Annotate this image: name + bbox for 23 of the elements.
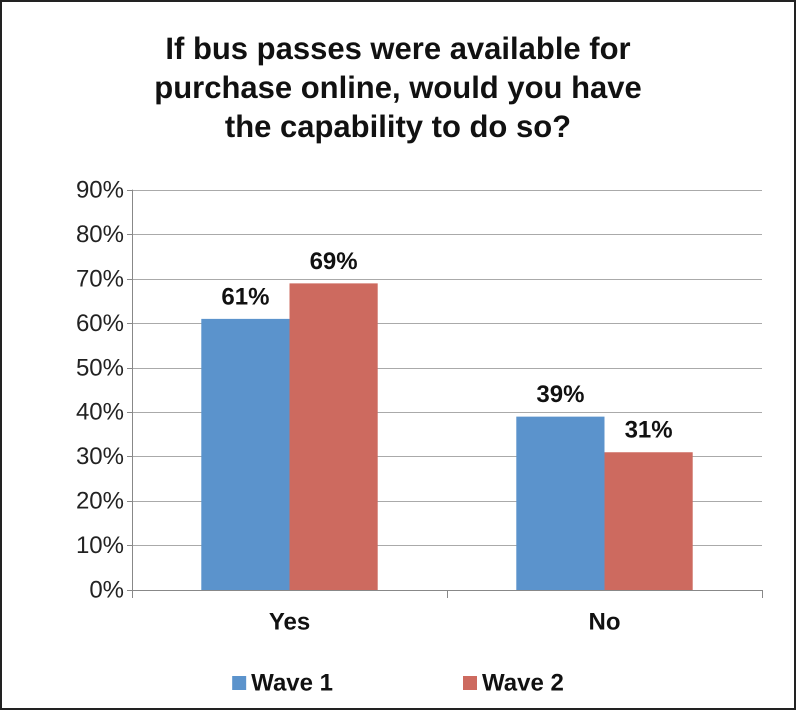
y-tick-label: 70% <box>76 265 124 292</box>
y-tick-label: 10% <box>76 532 124 560</box>
y-tick-label: 30% <box>76 443 124 470</box>
y-tick-label: 60% <box>76 310 124 337</box>
legend-label: Wave 2 <box>482 670 564 696</box>
x-tick-label: Yes <box>268 608 310 636</box>
y-tick-label: 80% <box>76 220 124 248</box>
y-tick-label: 50% <box>76 354 124 382</box>
bar <box>201 318 290 590</box>
legend-label: Wave 1 <box>251 670 334 696</box>
x-tick-label: No <box>588 608 620 636</box>
y-tick-label: 0% <box>89 576 124 604</box>
bar <box>604 452 693 590</box>
y-tick-label: 20% <box>76 488 124 515</box>
bar <box>290 283 378 590</box>
data-label: 69% <box>310 248 358 275</box>
data-label: 31% <box>624 416 673 444</box>
y-tick-label: 90% <box>76 176 124 204</box>
bar <box>516 416 604 590</box>
data-label: 61% <box>221 283 270 310</box>
data-label: 39% <box>536 381 584 408</box>
y-tick-label: 40% <box>76 398 124 426</box>
chart-title: If bus passes were available for purchase online, would you have the capability to do so? <box>154 31 642 144</box>
